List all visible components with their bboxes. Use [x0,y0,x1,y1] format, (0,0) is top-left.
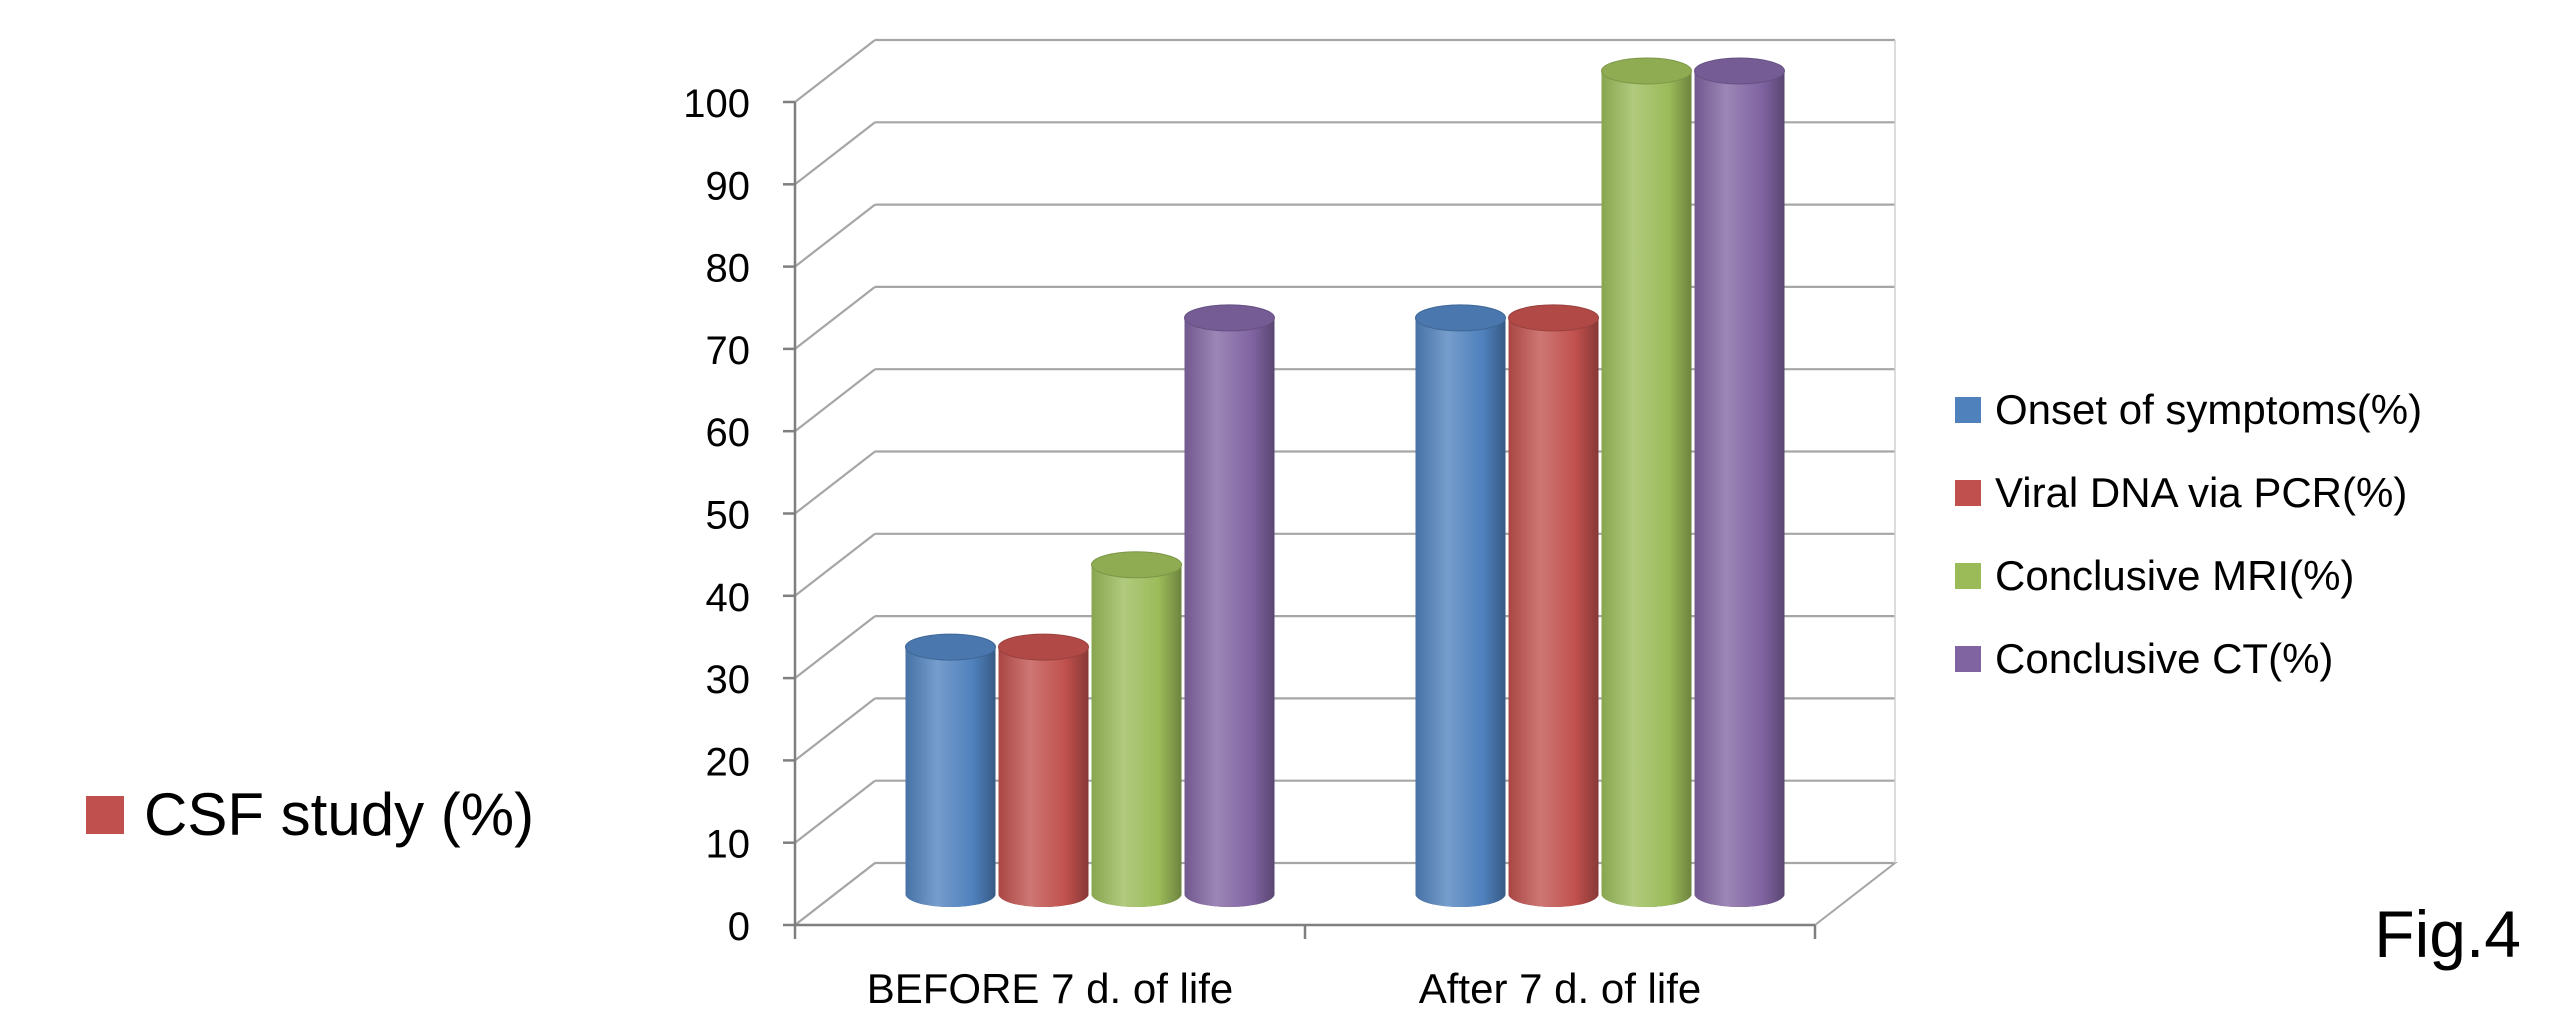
legend-label: Conclusive CT(%) [1995,634,2334,682]
bar [905,633,996,907]
legend-item: Conclusive CT(%) [1955,617,2422,700]
y-tick-label: 50 [706,494,751,538]
bar [1508,304,1599,907]
legend-label: Viral DNA via PCR(%) [1995,468,2408,516]
side-legend-swatch [86,795,124,834]
bar [1184,304,1275,907]
y-tick-label: 10 [706,823,751,867]
y-tick-label: 30 [706,658,751,702]
y-tick-label: 90 [706,164,751,208]
y-tick-label: 70 [706,329,751,373]
grid-line [794,38,1895,103]
legend-swatch [1955,645,1981,672]
side-legend-label: CSF study (%) [144,781,535,848]
bar [1694,57,1785,907]
side-legend: CSF study (%) [86,780,534,849]
legend-item: Conclusive MRI(%) [1955,534,2422,617]
x-tick-label: BEFORE 7 d. of life [867,965,1233,1012]
legend-item: Onset of symptoms(%) [1955,368,2422,451]
bar [998,633,1089,907]
legend-swatch [1955,479,1981,506]
legend-item: Viral DNA via PCR(%) [1955,451,2422,534]
y-tick-labels: 0 10 20 30 40 50 60 70 80 90 100 [683,82,750,949]
x-tick-labels: BEFORE 7 d. of life After 7 d. of life [867,965,1701,1012]
y-tick-label: 60 [706,411,751,455]
legend-label: Onset of symptoms(%) [1995,385,2423,433]
legend: Onset of symptoms(%) Viral DNA via PCR(%)… [1955,368,2422,700]
x-tick-label: After 7 d. of life [1419,965,1701,1012]
y-tick-label: 40 [706,576,751,620]
y-tick-label: 100 [683,82,750,126]
figure-label: Fig.4 [2374,897,2521,971]
bar [1091,551,1182,907]
legend-swatch [1955,396,1981,423]
legend-label: Conclusive MRI(%) [1995,551,2355,599]
chart-axes [783,40,1896,939]
legend-swatch [1955,562,1981,589]
y-tick-label: 0 [728,905,750,949]
bar [1601,57,1692,907]
y-tick-label: 80 [706,247,751,291]
bar [1415,304,1506,907]
y-tick-label: 20 [706,740,751,784]
bar-series [905,57,1785,907]
